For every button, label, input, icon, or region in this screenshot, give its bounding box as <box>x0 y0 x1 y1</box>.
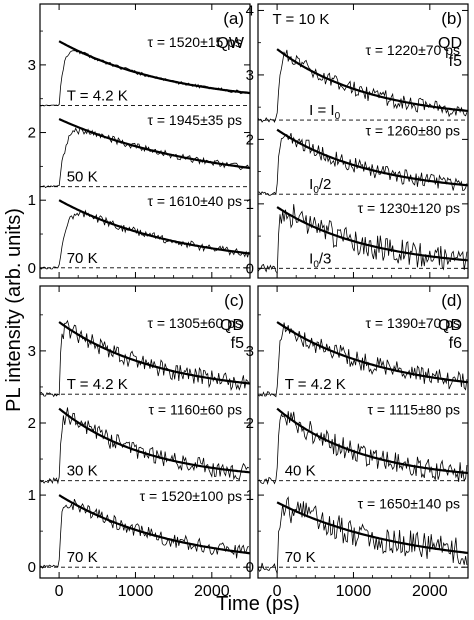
condition-label: 40 K <box>285 463 316 480</box>
condition-label: 70 K <box>67 250 98 267</box>
plot-frame <box>257 3 469 279</box>
measured-trace <box>258 411 468 486</box>
y-tick-label: 1 <box>28 192 36 209</box>
condition-label: 70 K <box>67 549 98 566</box>
y-tick-label: 4 <box>246 2 254 19</box>
y-tick-label: 3 <box>28 57 36 74</box>
y-tick-label: 0 <box>28 559 36 576</box>
tau-label: τ = 1945±35 ps <box>147 112 242 128</box>
fit-curve <box>276 501 468 554</box>
fit-curve <box>58 118 250 170</box>
tau-label: τ = 1160±60 ps <box>148 402 242 418</box>
tau-label: τ = 1520±100 ps <box>140 488 242 504</box>
tau-label: τ = 1115±80 ps <box>368 402 460 418</box>
fit-curve <box>58 199 250 255</box>
fit-curve <box>276 407 468 475</box>
traces <box>40 40 250 270</box>
fit-curve <box>276 206 468 262</box>
x-tick-label: 0 <box>55 583 64 600</box>
condition-label: I0/2 <box>309 176 331 196</box>
y-tick-label: 1 <box>246 196 254 213</box>
x-tick-label: 1000 <box>118 583 154 600</box>
tau-label: τ = 1305±60 ps <box>147 315 242 331</box>
panel-label: (a) <box>223 9 244 28</box>
tau-label: τ = 1260±80 ps <box>365 123 460 139</box>
y-tick-label: 0 <box>28 260 36 277</box>
x-tick-label: 2000 <box>194 583 230 600</box>
fit-curve <box>58 40 250 95</box>
panels: 0 1 2 3 (a) QWτ = 1520±15 ps T = 4.2 K τ = 1945… <box>28 2 469 600</box>
fit-curve <box>58 321 250 385</box>
condition-label: I = I0 <box>309 102 340 122</box>
y-tick-label: 2 <box>28 415 36 432</box>
plot-frame <box>39 3 251 279</box>
y-tick-label: 3 <box>246 67 254 84</box>
fit-curve <box>58 494 250 555</box>
condition-label: 50 K <box>67 169 98 186</box>
sample-label: QD <box>438 35 462 52</box>
fit-curve <box>276 128 468 187</box>
traces <box>258 321 468 574</box>
measured-trace <box>258 496 468 574</box>
y-tick-label: 1 <box>28 487 36 504</box>
sample-label: QW <box>216 35 244 52</box>
measured-trace <box>40 498 249 569</box>
y-tick-label: 0 <box>246 559 254 576</box>
condition-label: T = 4.2 K <box>285 376 346 393</box>
sample-label: f5 <box>449 53 462 70</box>
condition-label: T = 4.2 K <box>67 376 128 393</box>
condition-label: T = 4.2 K <box>67 87 128 104</box>
y-tick-label: 2 <box>28 125 36 142</box>
condition-label: I0/3 <box>309 250 331 270</box>
traces <box>40 319 250 569</box>
y-tick-label: 3 <box>28 343 36 360</box>
panel-label: (c) <box>224 291 244 310</box>
measured-trace <box>258 49 468 123</box>
y-tick-label: 1 <box>246 487 254 504</box>
y-axis-label: PL intensity (arb. units) <box>3 208 25 412</box>
fit-curve <box>276 48 468 112</box>
measured-trace <box>258 132 468 196</box>
sample-label: f5 <box>231 335 244 352</box>
y-tick-label: 2 <box>246 131 254 148</box>
tau-label: τ = 1230±120 ps <box>358 200 460 216</box>
plot-frame <box>39 285 251 579</box>
y-tick-label: 0 <box>246 260 254 277</box>
measured-trace <box>40 407 250 485</box>
tau-label: τ = 1650±140 ps <box>358 495 460 511</box>
tau-label: τ = 1610±40 ps <box>147 193 242 209</box>
tau-label: τ = 1520±15 ps <box>147 34 242 50</box>
sample-label: f6 <box>449 335 462 352</box>
x-tick-label: 1000 <box>336 583 372 600</box>
y-tick-label: 2 <box>246 415 254 432</box>
fit-curve <box>58 407 250 474</box>
sample-label: QD <box>438 317 462 334</box>
tau-label: τ = 1220±70 ps <box>365 42 460 58</box>
x-tick-label: 2000 <box>412 583 448 600</box>
panel-a: 0 1 2 3 (a) QWτ = 1520±15 ps T = 4.2 K τ = 1945… <box>28 3 251 279</box>
x-tick-label: 0 <box>273 583 282 600</box>
condition-label: 30 K <box>67 463 98 480</box>
condition-label: 70 K <box>285 549 316 566</box>
measured-trace <box>40 209 250 270</box>
tau-label: τ = 1390±70 ps <box>365 315 460 331</box>
sample-label: QD <box>220 317 244 334</box>
fit-curve <box>276 321 468 384</box>
panel-label: (d) <box>441 291 462 310</box>
panel-label: (b) <box>441 9 462 28</box>
plot-frame <box>257 285 469 579</box>
y-tick-label: 3 <box>246 343 254 360</box>
traces <box>258 48 468 274</box>
panel-header-label: T = 10 K <box>273 11 330 28</box>
x-axis-label: Time (ps) <box>216 593 300 615</box>
